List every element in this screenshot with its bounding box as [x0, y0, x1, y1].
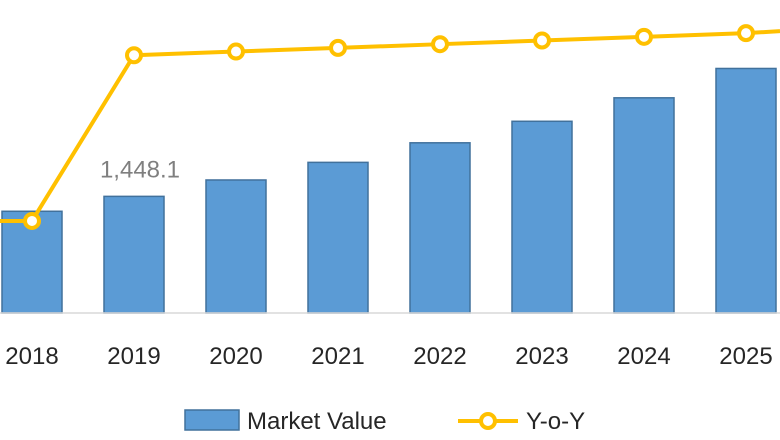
data-label-2019: 1,448.1 [100, 156, 180, 183]
bar-2022 [409, 142, 471, 314]
x-tick-2018: 2018 [5, 343, 58, 370]
x-tick-2022: 2022 [413, 343, 466, 370]
legend-marker-yoy [479, 412, 497, 430]
x-tick-2023: 2023 [515, 343, 568, 370]
legend-label-market-value: Market Value [247, 408, 387, 435]
yoy-point-2019 [125, 46, 143, 65]
x-tick-2025: 2025 [719, 343, 772, 370]
x-tick-2019: 2019 [107, 343, 160, 370]
data-labels: 1,448.1 [100, 156, 180, 183]
yoy-point-2020 [227, 42, 245, 61]
bar-2019 [103, 195, 165, 314]
yoy-point-2025 [737, 24, 755, 43]
yoy-line [0, 29, 780, 223]
yoy-point-2021 [329, 38, 347, 57]
bars-layer [1, 67, 777, 314]
x-tick-2020: 2020 [209, 343, 262, 370]
bar-2024 [613, 97, 675, 314]
yoy-point-2022 [431, 35, 449, 54]
x-tick-2021: 2021 [311, 343, 364, 370]
legend: Market Value Y-o-Y [184, 408, 585, 435]
yoy-line-layer [0, 24, 780, 230]
legend-label-yoy: Y-o-Y [526, 408, 585, 435]
x-tick-2024: 2024 [617, 343, 670, 370]
bar-2020 [205, 179, 267, 314]
legend-swatch-market-value [184, 409, 240, 431]
yoy-point-2023 [533, 31, 551, 50]
yoy-point-2024 [635, 27, 653, 46]
bar-2021 [307, 161, 369, 314]
bar-2025 [715, 67, 777, 314]
yoy-point-2018 [23, 211, 41, 230]
bar-2023 [511, 120, 573, 314]
x-axis-ticks: 2018 2019 2020 2021 2022 2023 2024 2025 [5, 343, 772, 370]
